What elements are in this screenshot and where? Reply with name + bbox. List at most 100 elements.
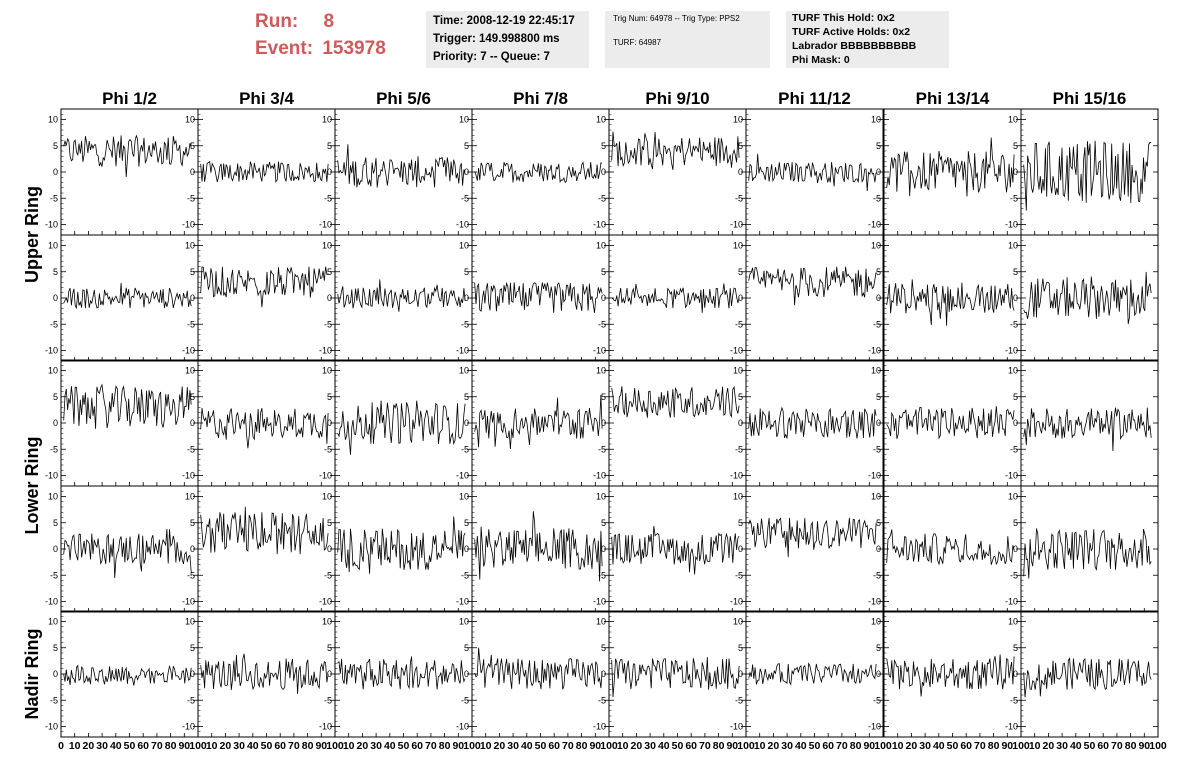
time-text: Time: 2008-12-19 22:45:17 <box>433 15 575 27</box>
y-tick-label: 0 <box>1013 293 1018 303</box>
waveform-trace <box>1023 407 1152 452</box>
y-tick-label: -10 <box>730 597 743 607</box>
waveform-trace <box>886 406 1015 440</box>
trig-num-text: Trig Num: 64978 -- Trig Type: PPS2 <box>613 14 740 23</box>
waveform-trace <box>337 656 466 690</box>
y-tick-label: -5 <box>598 695 606 705</box>
time-info-box: Time: 2008-12-19 22:45:17 Trigger: 149.9… <box>426 11 589 68</box>
y-tick-label: -5 <box>735 193 743 203</box>
run-value: 8 <box>323 11 335 32</box>
y-tick-label: -10 <box>456 346 469 356</box>
y-tick-label: -5 <box>1010 444 1018 454</box>
y-tick-label: 5 <box>738 643 743 653</box>
waveform-trace <box>748 662 877 686</box>
y-tick-label: -10 <box>456 597 469 607</box>
x-tick-label: 40 <box>110 740 122 752</box>
x-tick-label: 80 <box>302 740 314 752</box>
x-tick-label: 0 <box>58 740 64 752</box>
column-title: Phi 5/6 <box>376 89 431 108</box>
labrador-text: Labrador BBBBBBBBBB <box>792 40 917 52</box>
y-tick-label: 5 <box>327 392 332 402</box>
y-tick-label: 10 <box>871 241 881 251</box>
y-tick-label: 10 <box>1008 366 1018 376</box>
y-tick-label: -10 <box>1005 597 1018 607</box>
y-tick-label: 0 <box>738 544 743 554</box>
y-tick-label: 10 <box>596 366 606 376</box>
y-tick-label: -10 <box>319 471 332 481</box>
y-tick-label: 10 <box>322 115 332 125</box>
y-tick-label: -5 <box>187 695 195 705</box>
y-tick-label: 5 <box>190 518 195 528</box>
y-tick-label: -10 <box>45 346 58 356</box>
y-tick-label: 10 <box>48 241 58 251</box>
x-tick-label: 10 <box>343 740 355 752</box>
y-tick-label: 0 <box>190 167 195 177</box>
y-tick-label: 10 <box>1008 617 1018 627</box>
x-tick-label: 50 <box>261 740 273 752</box>
panel-frame <box>745 610 884 738</box>
y-tick-label: 5 <box>53 643 58 653</box>
waveform-trace <box>474 161 603 184</box>
y-tick-label: -10 <box>593 597 606 607</box>
y-tick-label: -10 <box>730 346 743 356</box>
waveform-trace <box>63 528 192 579</box>
x-tick-label: 10 <box>206 740 218 752</box>
y-tick-label: 0 <box>53 167 58 177</box>
turf-info-box: TURF This Hold: 0x2 TURF Active Holds: 0… <box>786 11 949 68</box>
y-tick-label: -10 <box>593 220 606 230</box>
row-label: Nadir Ring <box>22 628 42 719</box>
y-tick-label: -5 <box>1010 695 1018 705</box>
y-tick-label: 5 <box>464 267 469 277</box>
panel-frame <box>745 234 884 362</box>
y-tick-label: -5 <box>50 444 58 454</box>
y-tick-label: 0 <box>738 669 743 679</box>
y-tick-label: 0 <box>327 293 332 303</box>
x-tick-label: 70 <box>699 740 711 752</box>
y-tick-label: -5 <box>324 570 332 580</box>
x-tick-label: 30 <box>781 740 793 752</box>
y-tick-label: 5 <box>1013 643 1018 653</box>
waveform-trace <box>886 529 1015 566</box>
y-tick-label: 5 <box>601 141 606 151</box>
y-tick-label: 5 <box>876 643 881 653</box>
x-tick-label: 30 <box>507 740 519 752</box>
x-tick-label: 40 <box>795 740 807 752</box>
waveform-trace <box>63 135 192 178</box>
x-tick-label: 10 <box>1029 740 1041 752</box>
x-tick-label: 30 <box>370 740 382 752</box>
x-tick-label: 100 <box>1012 740 1030 752</box>
turf-text: TURF: 64987 <box>613 38 662 47</box>
y-tick-label: 10 <box>733 366 743 376</box>
y-tick-label: 10 <box>459 115 469 125</box>
x-tick-label: 100 <box>189 740 207 752</box>
panel-frame <box>608 108 747 236</box>
x-tick-label: 20 <box>906 740 918 752</box>
y-tick-label: -5 <box>735 570 743 580</box>
y-tick-label: 0 <box>601 544 606 554</box>
y-tick-label: -10 <box>45 471 58 481</box>
waveform-trace <box>748 406 877 439</box>
waveform-trace <box>474 511 603 582</box>
x-tick-label: 100 <box>463 740 481 752</box>
y-tick-label: 0 <box>327 418 332 428</box>
x-tick-label: 80 <box>439 740 451 752</box>
y-tick-label: 5 <box>601 267 606 277</box>
y-tick-label: 5 <box>876 141 881 151</box>
y-tick-label: -5 <box>1010 570 1018 580</box>
y-tick-label: -10 <box>182 722 195 732</box>
y-tick-label: 0 <box>738 167 743 177</box>
waveform-trace <box>63 282 192 310</box>
x-tick-label: 90 <box>178 740 190 752</box>
y-tick-label: 5 <box>190 392 195 402</box>
y-tick-label: 0 <box>601 418 606 428</box>
x-tick-label: 100 <box>874 740 892 752</box>
x-tick-label: 40 <box>1070 740 1082 752</box>
x-tick-label: 70 <box>151 740 163 752</box>
y-tick-label: -5 <box>1010 319 1018 329</box>
y-tick-label: -10 <box>868 471 881 481</box>
y-tick-label: 10 <box>733 241 743 251</box>
y-tick-label: 0 <box>190 544 195 554</box>
y-tick-label: 10 <box>596 115 606 125</box>
event-display: Event: 153978 <box>255 38 386 60</box>
